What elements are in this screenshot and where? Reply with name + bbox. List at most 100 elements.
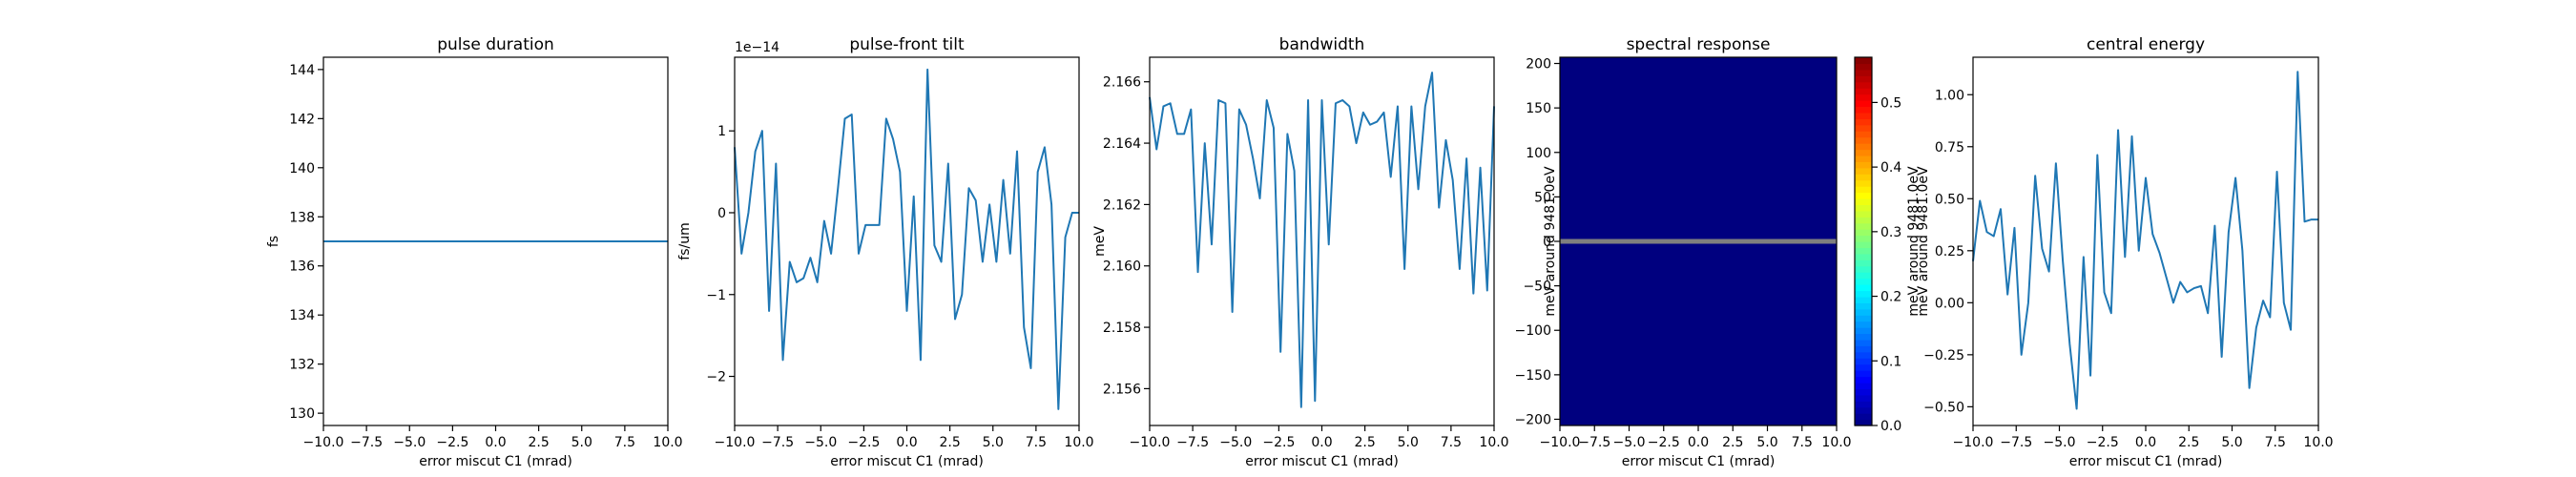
colorbar-segment (1855, 382, 1872, 389)
x-tick-label: 10.0 (1064, 435, 1093, 450)
x-tick-label: −2.5 (436, 435, 468, 450)
x-tick-label: 0.0 (1311, 435, 1332, 450)
x-tick-label: 2.5 (2178, 435, 2199, 450)
x-tick-label: −10.0 (1130, 435, 1171, 450)
colorbar-segment (1855, 106, 1872, 114)
x-axis-label: error miscut C1 (mrad) (419, 454, 572, 469)
colorbar-segment (1855, 272, 1872, 280)
y-tick-label: 2.166 (1103, 75, 1141, 91)
colorbar-segment (1855, 222, 1872, 230)
x-tick-label: 7.5 (1441, 435, 1462, 450)
colorbar-segment (1855, 186, 1872, 194)
x-tick-label: −10.0 (1953, 435, 1994, 450)
colorbar-segment (1855, 370, 1872, 378)
colorbar-segment (1855, 112, 1872, 119)
colorbar-segment (1855, 302, 1872, 310)
colorbar-segment (1855, 376, 1872, 384)
heatmap-band (1560, 238, 1837, 244)
colorbar-tick-label: 0.4 (1880, 160, 1901, 176)
x-tick-label: −7.5 (761, 435, 794, 450)
y-tick-label: −0.50 (1923, 400, 1964, 415)
colorbar-segment (1855, 217, 1872, 224)
colorbar-segment (1855, 179, 1872, 187)
x-tick-label: 0.0 (485, 435, 506, 450)
colorbar-segment (1855, 100, 1872, 108)
colorbar-segment (1855, 401, 1872, 408)
y-tick-label: 0 (1543, 235, 1551, 250)
colorbar-segment (1855, 143, 1872, 151)
y-tick-label: 1 (717, 124, 726, 139)
x-tick-label: −7.5 (1176, 435, 1209, 450)
colorbar-segment (1855, 253, 1872, 260)
panels: −10.0 −7.5 −5.0 −2.5 0.0 2.5 5.0 7.5 10.01301321… (266, 35, 2334, 469)
colorbar-tick-label: 0.5 (1880, 95, 1901, 111)
colorbar-segment (1855, 284, 1872, 292)
colorbar-segment (1855, 235, 1872, 242)
x-tick-label: −5.0 (1219, 435, 1252, 450)
y-tick-label: 0.50 (1935, 192, 1964, 207)
x-tick-label: 7.5 (614, 435, 635, 450)
x-tick-label: 5.0 (1398, 435, 1419, 450)
colorbar-segment (1855, 167, 1872, 175)
y-axis-label: fs (266, 236, 281, 247)
y-axis-label: meV (1092, 226, 1108, 257)
colorbar-tick-label: 0.0 (1880, 419, 1901, 434)
x-tick-label: 5.0 (1756, 435, 1777, 450)
y-tick-label: 200 (1526, 57, 1551, 73)
x-tick-label: 10.0 (1479, 435, 1508, 450)
colorbar-segment (1855, 413, 1872, 421)
colorbar-segment (1855, 197, 1872, 205)
x-tick-label: 2.5 (1722, 435, 1743, 450)
colorbar-label: meV around 9481.0eV (1906, 166, 1922, 317)
panel-3: −10.0 −7.5 −5.0 −2.5 0.0 2.5 5.0 7.5 10.0 2.156 2.… (1092, 35, 1509, 469)
colorbar-segment (1855, 296, 1872, 303)
y-tick-label: 140 (289, 161, 315, 176)
y-tick-label: 138 (289, 210, 315, 225)
chart-title: central energy (2087, 35, 2205, 54)
chart-title: pulse-front tilt (849, 35, 965, 54)
x-tick-label: 2.5 (939, 435, 960, 450)
colorbar-segment (1855, 124, 1872, 132)
x-axis-label: error miscut C1 (mrad) (1245, 454, 1399, 469)
x-tick-label: −5.0 (804, 435, 837, 450)
colorbar-segment (1855, 308, 1872, 316)
y-tick-label: −0.25 (1923, 348, 1964, 363)
panel-2: −10.0 −7.5 −5.0 −2.5 0.0 2.5 5.0 7.5 10.0 −2 −1 0 1 p… (677, 35, 1094, 469)
series-line-1 (1972, 71, 2318, 410)
colorbar-segment (1855, 81, 1872, 89)
colorbar-segment (1855, 339, 1872, 346)
series-line-1 (734, 68, 1079, 410)
panel-4: −10.0−7.5 −5.0 −2.5 0.0 2.5 5.0 7.5 10.0 −200 −15… (1515, 35, 1922, 469)
x-tick-label: −5.0 (1613, 435, 1646, 450)
chart-title: bandwidth (1279, 35, 1365, 54)
colorbar-segment (1855, 149, 1872, 156)
y-offset-label: 1e−14 (735, 40, 779, 55)
y-axis-label: meV around 9481.0eV (1916, 166, 1931, 317)
colorbar-segment (1855, 247, 1872, 255)
colorbar-segment (1855, 63, 1872, 71)
x-tick-label: 0.0 (2135, 435, 2156, 450)
x-tick-label: 7.5 (1026, 435, 1047, 450)
y-tick-label: 1.00 (1935, 88, 1964, 103)
colorbar-segment (1855, 259, 1872, 267)
y-tick-label: 0.25 (1935, 244, 1964, 259)
colorbar-segment (1855, 358, 1872, 365)
colorbar-tick-label: 0.1 (1880, 354, 1901, 369)
x-axis-label: error miscut C1 (mrad) (830, 454, 984, 469)
colorbar-segment (1855, 210, 1872, 218)
colorbar-segment (1855, 136, 1872, 144)
colorbar-segment (1855, 333, 1872, 341)
y-tick-label: 2.158 (1103, 321, 1141, 336)
colorbar-segment (1855, 204, 1872, 212)
colorbar-segment (1855, 388, 1872, 396)
x-tick-label: −10.0 (715, 435, 756, 450)
y-tick-label: 100 (1526, 146, 1551, 161)
colorbar-tick-label: 0.3 (1880, 225, 1901, 240)
colorbar-segment (1855, 229, 1872, 237)
y-tick-label: −100 (1515, 323, 1551, 339)
x-tick-label: −10.0 (303, 435, 344, 450)
colorbar-tick-label: 0.2 (1880, 290, 1901, 305)
x-tick-label: 5.0 (983, 435, 1004, 450)
